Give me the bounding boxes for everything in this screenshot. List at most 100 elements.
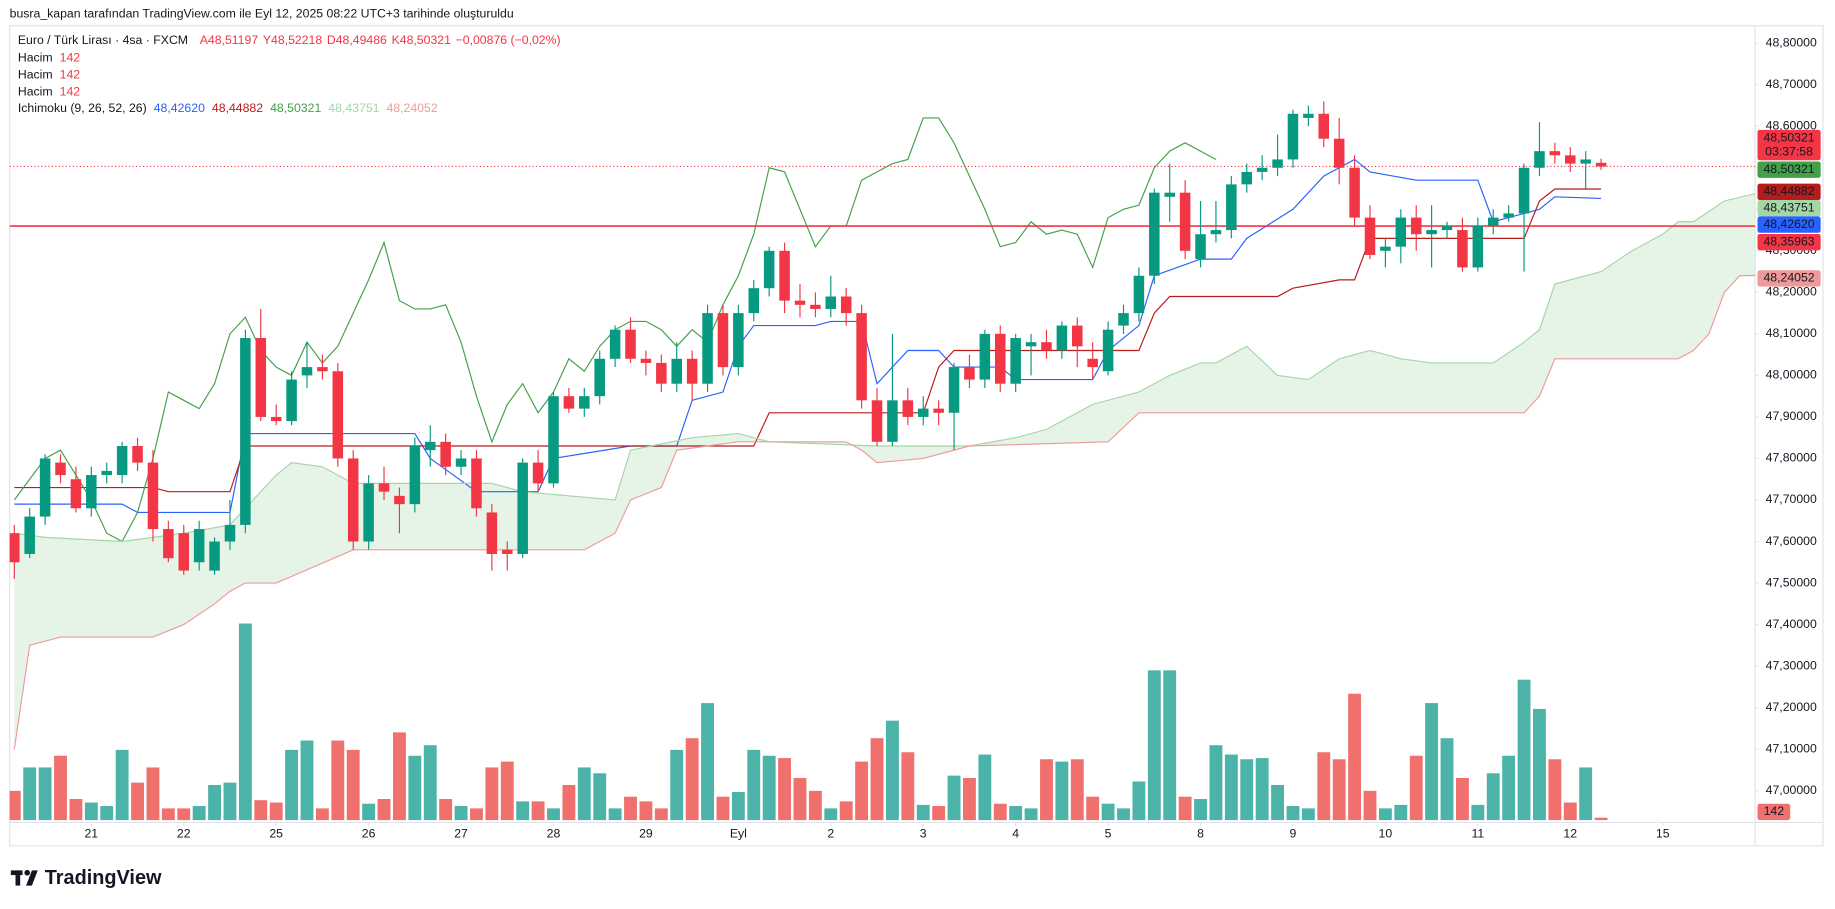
- candle-body: [193, 529, 205, 563]
- volume-legend-value: 142: [60, 68, 81, 82]
- x-tick-label: 29: [639, 826, 653, 840]
- volume-bar: [423, 745, 437, 821]
- candle-body: [625, 329, 636, 359]
- candle-body: [702, 313, 713, 384]
- ohlc-value: A48,51197: [200, 33, 259, 47]
- candle-body: [440, 441, 451, 467]
- volume-bar: [254, 800, 268, 821]
- candle-body: [270, 416, 282, 422]
- candle-body: [39, 458, 51, 517]
- candle-body: [347, 458, 359, 542]
- price-badge: [1757, 129, 1821, 161]
- y-tick-label: 47,80000: [1766, 451, 1817, 465]
- candle-body: [994, 333, 1006, 384]
- volume-legend-row: Hacim 142: [18, 51, 80, 65]
- volume-bar: [439, 799, 453, 821]
- x-tick-label: 25: [269, 826, 283, 840]
- candle-body: [1503, 213, 1514, 218]
- volume-bar: [870, 738, 884, 821]
- x-tick-label: 9: [1290, 826, 1297, 840]
- volume-bar: [885, 720, 899, 821]
- candle-body: [240, 338, 251, 525]
- price-badge: [1757, 233, 1821, 251]
- candle-body: [502, 549, 513, 554]
- candle-body: [1164, 192, 1175, 197]
- volume-bar: [747, 749, 761, 821]
- candle-body: [424, 441, 436, 451]
- candle-body: [979, 333, 991, 380]
- x-tick-label: 26: [362, 826, 376, 840]
- volume-bar: [408, 755, 422, 821]
- volume-bar: [1425, 703, 1439, 821]
- candle-body: [517, 462, 528, 554]
- candle-body: [224, 524, 236, 542]
- volume-bar: [1055, 761, 1069, 821]
- candle-body: [733, 313, 744, 368]
- ichimoku-legend: Ichimoku (9, 26, 52, 26) 48,42620 48,44882…: [18, 101, 438, 115]
- candle-body: [1457, 230, 1468, 268]
- volume-legend-value: 142: [60, 85, 81, 99]
- logo-slash: [26, 870, 38, 886]
- volume-legend-name: Hacim: [18, 51, 53, 65]
- candle-body: [1333, 138, 1345, 168]
- volume-bar: [547, 808, 560, 821]
- volume-bar: [131, 782, 144, 821]
- volume-bar: [54, 755, 67, 821]
- candle-body: [779, 250, 790, 301]
- price-badge: [1757, 216, 1821, 233]
- candle-body: [717, 313, 729, 368]
- volume-legend-row: Hacim 142: [18, 85, 80, 99]
- ohlc-value: D48,49486: [327, 33, 387, 47]
- candle-body: [70, 479, 82, 509]
- volume-bar: [377, 799, 391, 821]
- volume-bar: [69, 799, 83, 821]
- candle-body: [409, 445, 421, 505]
- volume-bar: [993, 803, 1007, 821]
- y-tick-label: 47,20000: [1766, 700, 1817, 714]
- logo: TradingView: [10, 867, 162, 889]
- candle-body: [1565, 155, 1576, 164]
- candle-body: [902, 400, 914, 417]
- x-tick-label: 15: [1656, 826, 1670, 840]
- volume-bar: [1563, 802, 1577, 821]
- volume-badge: [1757, 803, 1791, 821]
- candle-body: [1410, 217, 1422, 235]
- candle-body: [9, 533, 20, 563]
- candle-body: [964, 367, 975, 380]
- candle-body: [1133, 275, 1145, 314]
- volume-bar: [300, 740, 314, 821]
- volume-bar: [1178, 796, 1192, 821]
- volume-bar: [670, 749, 684, 821]
- symbol-legend: Euro / Türk Lirası · 4sa · FXCM A48,51197…: [18, 33, 561, 47]
- candle-body: [656, 362, 667, 384]
- candle-body: [1518, 167, 1530, 214]
- candle-body: [917, 408, 929, 417]
- volume-bar: [177, 808, 191, 821]
- candle-body: [1118, 313, 1129, 326]
- volume-bar: [1301, 808, 1315, 821]
- candle-body: [948, 367, 960, 413]
- candle-body: [1534, 151, 1545, 168]
- y-tick-label: 48,10000: [1766, 326, 1817, 340]
- candle-body: [1072, 325, 1083, 347]
- x-tick-label: 28: [547, 826, 561, 840]
- candle-body: [1272, 159, 1283, 168]
- candle-body: [486, 512, 498, 554]
- candle-body: [856, 313, 867, 401]
- volume-bar: [1224, 754, 1238, 821]
- volume-bar: [608, 808, 622, 821]
- candle-body: [1580, 159, 1591, 164]
- volume-bar: [901, 752, 915, 821]
- volume-bar: [793, 777, 807, 821]
- volume-bar: [1455, 777, 1469, 821]
- price-badge: [1757, 183, 1821, 201]
- volume-bar: [454, 806, 468, 821]
- volume-bar: [100, 806, 114, 821]
- candle-body: [1441, 225, 1453, 231]
- candle-body: [1226, 184, 1237, 231]
- candle-body: [378, 483, 390, 492]
- y-tick-label: 47,10000: [1766, 741, 1817, 755]
- logo-dot: [24, 869, 31, 876]
- volume-legend-name: Hacim: [18, 68, 53, 82]
